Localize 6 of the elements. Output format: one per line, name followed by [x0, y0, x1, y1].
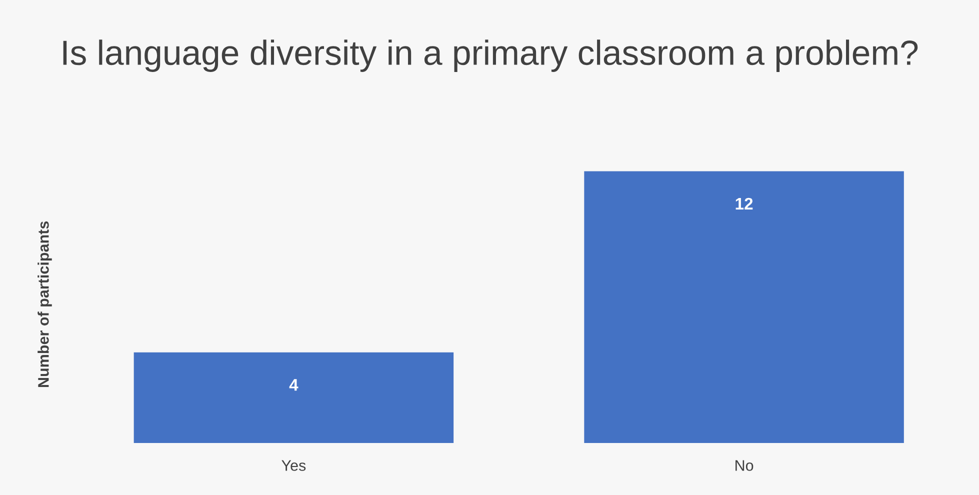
y-axis-title: Number of participants	[38, 221, 52, 388]
chart-title: Is language diversity in a primary classroom a problem?	[63, 40, 918, 72]
x-tick-label: No	[736, 460, 754, 471]
data-label: 12	[736, 198, 753, 210]
data-label: 4	[289, 379, 298, 391]
x-tick-label: Yes	[282, 460, 306, 471]
